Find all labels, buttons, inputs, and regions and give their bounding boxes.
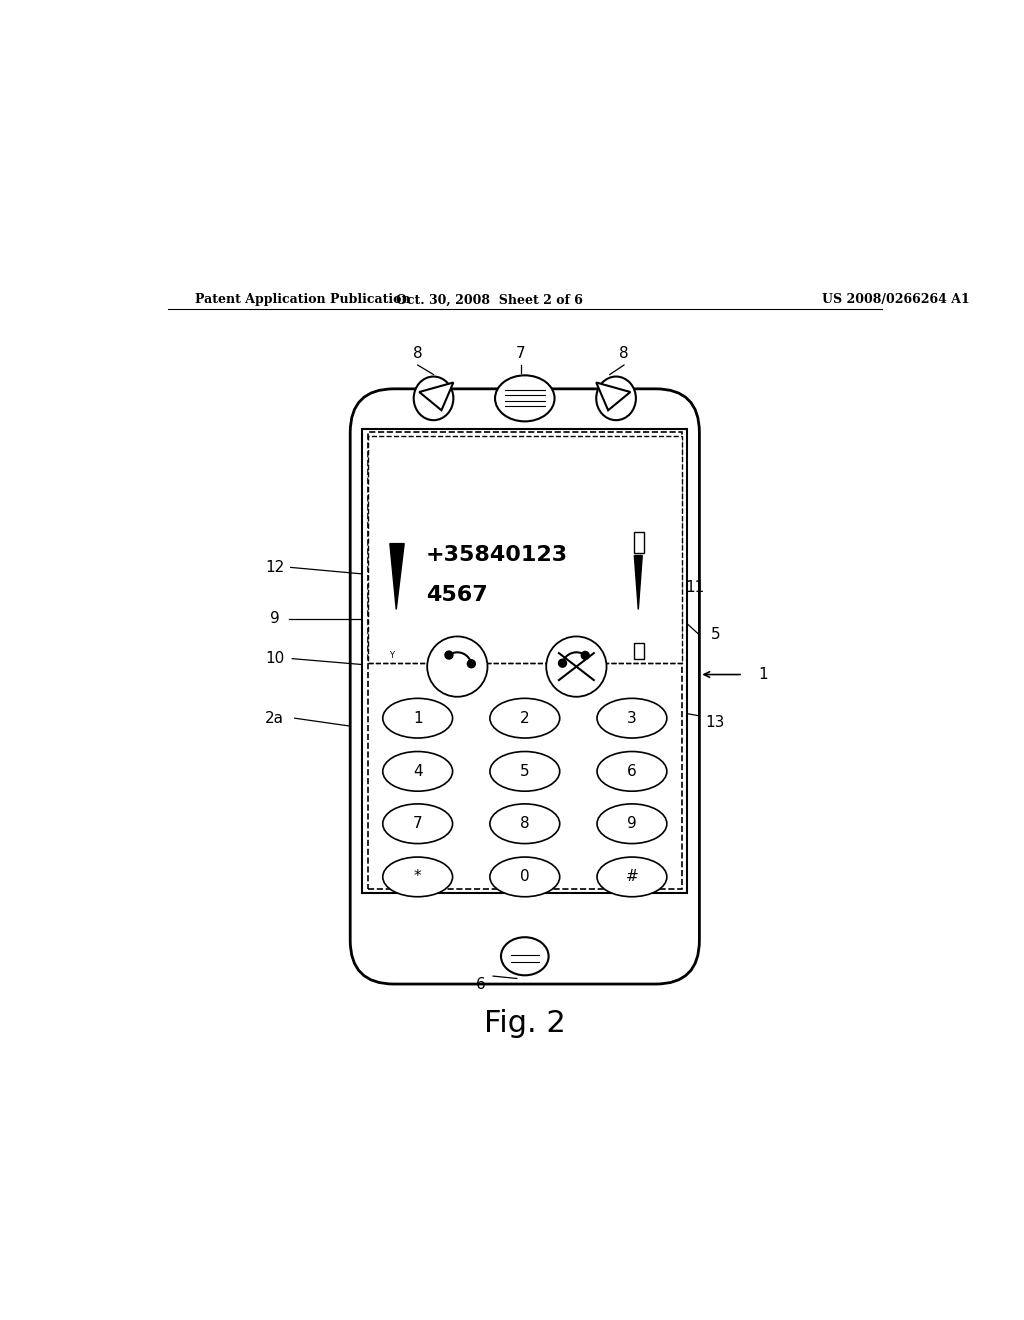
- Circle shape: [582, 652, 589, 660]
- Text: 11: 11: [686, 579, 706, 595]
- Text: Fig. 2: Fig. 2: [484, 1010, 565, 1039]
- Text: +35840123: +35840123: [426, 545, 567, 565]
- Ellipse shape: [597, 804, 667, 843]
- Text: 3: 3: [627, 710, 637, 726]
- Bar: [634, 643, 644, 659]
- Polygon shape: [634, 556, 642, 610]
- Text: 4: 4: [413, 764, 423, 779]
- Ellipse shape: [383, 857, 453, 896]
- Text: Oct. 30, 2008  Sheet 2 of 6: Oct. 30, 2008 Sheet 2 of 6: [395, 293, 583, 306]
- Bar: [368, 433, 682, 888]
- Ellipse shape: [414, 376, 454, 420]
- FancyBboxPatch shape: [350, 389, 699, 983]
- Text: 5: 5: [520, 764, 529, 779]
- Text: 8: 8: [413, 346, 423, 360]
- Text: 9: 9: [627, 816, 637, 832]
- Text: 1: 1: [413, 710, 423, 726]
- Text: 6: 6: [476, 977, 486, 991]
- Circle shape: [467, 660, 475, 668]
- Text: 9: 9: [270, 611, 280, 627]
- Bar: [368, 437, 682, 663]
- Text: 0: 0: [520, 870, 529, 884]
- Ellipse shape: [489, 698, 560, 738]
- Text: *: *: [414, 870, 422, 884]
- Text: 10: 10: [265, 651, 285, 667]
- Text: 6: 6: [627, 764, 637, 779]
- Text: 7: 7: [413, 816, 423, 832]
- Ellipse shape: [383, 698, 453, 738]
- Text: 2: 2: [520, 710, 529, 726]
- Text: 13: 13: [706, 714, 725, 730]
- Bar: [634, 532, 644, 553]
- Circle shape: [427, 636, 487, 697]
- Text: 12: 12: [265, 560, 285, 576]
- Ellipse shape: [597, 698, 667, 738]
- Ellipse shape: [489, 751, 560, 791]
- Text: 5: 5: [711, 627, 720, 643]
- Text: Patent Application Publication: Patent Application Publication: [196, 293, 411, 306]
- Ellipse shape: [597, 751, 667, 791]
- Text: 1: 1: [758, 667, 768, 682]
- Ellipse shape: [383, 804, 453, 843]
- Ellipse shape: [489, 804, 560, 843]
- Text: 8: 8: [620, 346, 629, 360]
- Ellipse shape: [489, 857, 560, 896]
- Text: #: #: [626, 870, 638, 884]
- Text: US 2008/0266264 A1: US 2008/0266264 A1: [822, 293, 970, 306]
- Ellipse shape: [597, 857, 667, 896]
- Polygon shape: [419, 383, 454, 411]
- Text: 8: 8: [520, 816, 529, 832]
- Text: 7: 7: [516, 346, 525, 360]
- Polygon shape: [390, 544, 404, 610]
- Ellipse shape: [383, 751, 453, 791]
- Text: 2a: 2a: [265, 710, 285, 726]
- Circle shape: [445, 651, 453, 659]
- Circle shape: [546, 636, 606, 697]
- Polygon shape: [596, 383, 631, 411]
- Bar: [362, 429, 687, 892]
- Text: 4567: 4567: [426, 585, 487, 605]
- Circle shape: [558, 659, 566, 667]
- Text: Y: Y: [389, 651, 394, 660]
- Ellipse shape: [596, 376, 636, 420]
- Ellipse shape: [495, 375, 555, 421]
- Ellipse shape: [501, 937, 549, 975]
